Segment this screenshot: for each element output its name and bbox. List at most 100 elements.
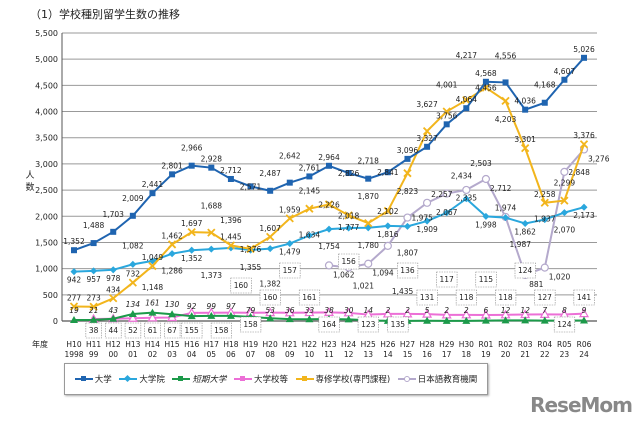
data-label-box xyxy=(144,322,161,339)
data-label: 124 xyxy=(518,266,533,275)
data-label: 7 xyxy=(542,306,547,315)
data-label: 1,807 xyxy=(397,248,419,257)
data-label: 1,049 xyxy=(142,253,164,262)
data-label-box xyxy=(240,316,262,333)
data-point xyxy=(501,96,510,106)
data-label: 97 xyxy=(226,302,236,311)
data-label: 160 xyxy=(263,293,278,302)
y-tick-label: 5,000 xyxy=(35,55,58,64)
data-point xyxy=(481,316,490,324)
data-label: 134 xyxy=(126,300,141,309)
x-tick-label: H20 xyxy=(263,340,278,349)
data-label: 273 xyxy=(86,294,101,303)
data-label: 1,355 xyxy=(240,263,262,272)
data-label: 12 xyxy=(520,306,530,315)
data-point xyxy=(286,179,293,186)
data-point xyxy=(345,224,353,232)
data-label: 978 xyxy=(106,274,121,283)
data-label-box xyxy=(475,271,497,288)
data-label-box xyxy=(514,262,536,279)
data-label: 2 xyxy=(385,306,390,315)
data-point xyxy=(70,268,78,276)
x-tick-label: R05 xyxy=(557,340,572,349)
x-tick-label: H15 xyxy=(164,340,179,349)
data-label: 434 xyxy=(106,285,121,294)
data-point xyxy=(69,302,79,311)
data-label: 2,299 xyxy=(554,179,576,188)
data-label: 3,327 xyxy=(416,134,438,143)
data-label: 2,712 xyxy=(490,184,512,193)
data-label: 2,823 xyxy=(397,187,419,196)
x-tick-year: 17 xyxy=(442,350,452,359)
data-label: 1,445 xyxy=(220,232,242,241)
data-label: 158 xyxy=(243,320,258,329)
data-point xyxy=(462,195,470,203)
x-tick-year: 15 xyxy=(403,350,413,359)
data-label: 1,862 xyxy=(514,227,536,236)
data-label: 155 xyxy=(185,326,200,335)
data-label: 3,376 xyxy=(573,131,595,140)
data-label: 881 xyxy=(529,280,544,289)
data-point xyxy=(129,212,136,219)
x-tick-label: H25 xyxy=(361,340,376,349)
legend-item-japanese-language: 日本語教育機関 xyxy=(397,373,477,385)
x-tick-label: H22 xyxy=(302,340,317,349)
x-tick-year: 99 xyxy=(89,350,99,359)
data-label: 1,780 xyxy=(357,241,379,250)
data-label: 2,503 xyxy=(470,159,492,168)
x-tick-label: R04 xyxy=(537,340,552,349)
data-point xyxy=(404,155,411,162)
data-point xyxy=(364,218,373,228)
data-label: 1,974 xyxy=(495,204,517,213)
data-point xyxy=(364,259,373,268)
data-point xyxy=(462,316,471,324)
data-label: 124 xyxy=(557,320,572,329)
data-label-box xyxy=(259,289,281,306)
data-label-box xyxy=(181,322,203,339)
x-tick-year: 24 xyxy=(579,350,589,359)
data-point xyxy=(128,309,137,317)
data-label: 117 xyxy=(440,275,455,284)
resemom-logo: ReseMom xyxy=(530,393,633,417)
data-point xyxy=(305,315,314,323)
data-label: 4,064 xyxy=(456,95,478,104)
data-point xyxy=(148,261,157,271)
legend: 大学 大学院 短期大学 大学校等 専修学校(専門課程) 日本語教育機関 xyxy=(64,363,488,395)
data-label: 127 xyxy=(538,293,553,302)
data-label: 2,257 xyxy=(431,190,453,199)
data-point xyxy=(561,76,568,83)
data-label: 92 xyxy=(187,302,197,311)
data-point xyxy=(326,162,332,169)
data-label: 1,479 xyxy=(279,248,301,257)
data-label: 1,688 xyxy=(201,202,223,211)
data-label: 1,435 xyxy=(392,287,414,296)
data-label-box xyxy=(436,271,458,288)
x-tick-label: H28 xyxy=(419,340,434,349)
data-point xyxy=(443,121,450,128)
x-tick-label: H10 xyxy=(66,340,81,349)
y-tick-label: 1,500 xyxy=(35,238,58,247)
x-tick-label: H23 xyxy=(321,340,336,349)
data-point xyxy=(325,225,333,233)
x-tick-label: R02 xyxy=(498,340,513,349)
data-label: 2,173 xyxy=(573,211,595,220)
legend-item-graduate: 大学院 xyxy=(119,373,165,385)
data-label: 1,703 xyxy=(102,210,124,219)
data-label: 3,627 xyxy=(416,100,438,109)
data-point xyxy=(462,185,471,195)
x-tick-label: H12 xyxy=(106,340,121,349)
data-point xyxy=(521,144,530,153)
data-point xyxy=(403,169,412,178)
x-tick-year: 03 xyxy=(167,350,177,359)
data-label: 36 xyxy=(285,306,295,315)
data-label: 3,301 xyxy=(514,135,536,144)
x-tick-year: 12 xyxy=(344,350,354,359)
data-point xyxy=(384,169,391,176)
data-label-box xyxy=(164,322,181,339)
data-label: 2,848 xyxy=(568,168,590,177)
x-tick-label: H29 xyxy=(439,340,454,349)
data-label: 2,841 xyxy=(377,168,399,177)
data-label: 1,959 xyxy=(279,205,301,214)
data-point xyxy=(560,167,569,176)
x-tick-year: 1998 xyxy=(64,350,83,359)
